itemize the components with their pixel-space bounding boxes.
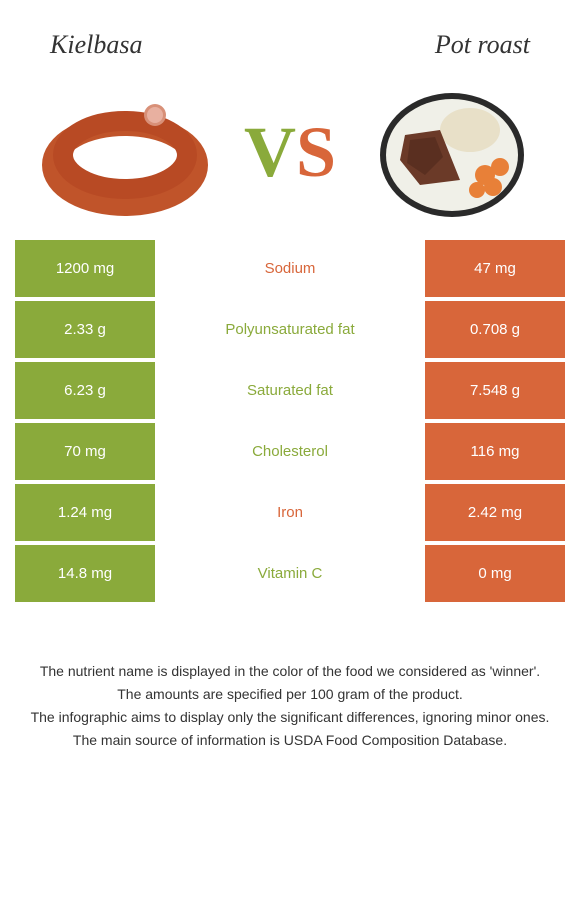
- food-left-title: Kielbasa: [50, 30, 142, 60]
- right-value: 47 mg: [425, 240, 565, 297]
- images-row: VS: [0, 80, 580, 240]
- footer-line: The infographic aims to display only the…: [25, 707, 555, 728]
- left-value: 2.33 g: [15, 301, 155, 358]
- table-row: 6.23 g Saturated fat 7.548 g: [15, 362, 565, 419]
- pot-roast-image: [365, 85, 540, 220]
- table-row: 70 mg Cholesterol 116 mg: [15, 423, 565, 480]
- nutrient-label: Vitamin C: [155, 545, 425, 602]
- table-row: 1200 mg Sodium 47 mg: [15, 240, 565, 297]
- nutrient-label: Polyunsaturated fat: [155, 301, 425, 358]
- table-row: 2.33 g Polyunsaturated fat 0.708 g: [15, 301, 565, 358]
- vs-v: V: [244, 112, 296, 192]
- right-value: 0.708 g: [425, 301, 565, 358]
- right-value: 0 mg: [425, 545, 565, 602]
- right-value: 7.548 g: [425, 362, 565, 419]
- table-row: 1.24 mg Iron 2.42 mg: [15, 484, 565, 541]
- right-value: 116 mg: [425, 423, 565, 480]
- vs-s: S: [296, 112, 336, 192]
- left-value: 1200 mg: [15, 240, 155, 297]
- left-value: 14.8 mg: [15, 545, 155, 602]
- left-value: 70 mg: [15, 423, 155, 480]
- footer-line: The amounts are specified per 100 gram o…: [25, 684, 555, 705]
- titles-row: Kielbasa Pot roast: [0, 0, 580, 80]
- footer-notes: The nutrient name is displayed in the co…: [0, 606, 580, 751]
- table-row: 14.8 mg Vitamin C 0 mg: [15, 545, 565, 602]
- right-value: 2.42 mg: [425, 484, 565, 541]
- food-right-title: Pot roast: [435, 30, 530, 60]
- nutrient-label: Saturated fat: [155, 362, 425, 419]
- vs-label: VS: [244, 111, 336, 194]
- left-value: 1.24 mg: [15, 484, 155, 541]
- footer-line: The nutrient name is displayed in the co…: [25, 661, 555, 682]
- nutrient-table: 1200 mg Sodium 47 mg 2.33 g Polyunsatura…: [0, 240, 580, 602]
- nutrient-label: Iron: [155, 484, 425, 541]
- left-value: 6.23 g: [15, 362, 155, 419]
- footer-line: The main source of information is USDA F…: [25, 730, 555, 751]
- nutrient-label: Cholesterol: [155, 423, 425, 480]
- kielbasa-image: [40, 85, 215, 220]
- nutrient-label: Sodium: [155, 240, 425, 297]
